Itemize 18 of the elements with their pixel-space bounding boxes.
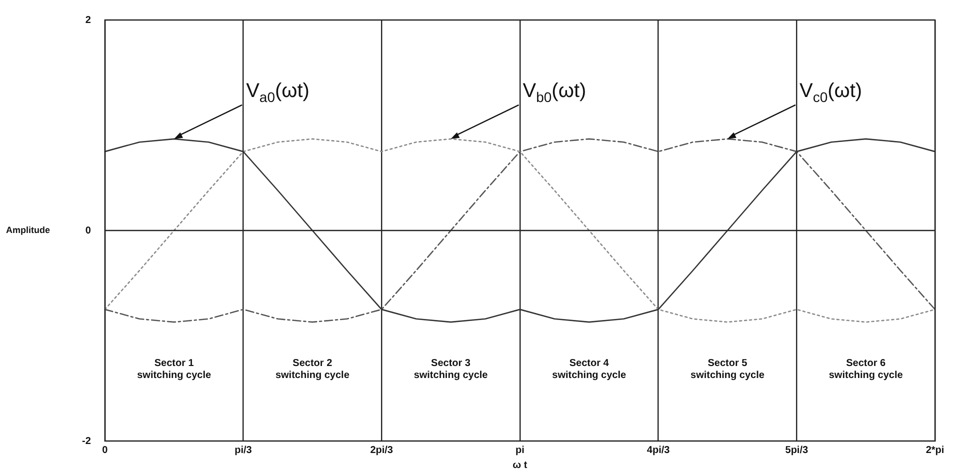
annotation: Sector 4 switching cycle bbox=[552, 358, 627, 382]
x-tick-label: pi bbox=[516, 444, 525, 456]
annotation: Sector 6 switching cycle bbox=[828, 358, 904, 382]
y-tick-label: 2 bbox=[85, 14, 92, 26]
annotation: Sector 5 switching cycle bbox=[690, 358, 765, 382]
y-tick-label: 0 bbox=[85, 225, 92, 236]
x-tick-label: 2*pi bbox=[926, 444, 944, 456]
x-tick-label: 4pi/3 bbox=[646, 444, 670, 456]
annotation: Sector 2 switching cycle bbox=[275, 358, 350, 382]
x-axis-title: ω t bbox=[512, 460, 528, 471]
annotation: Sector 1 switching cycle bbox=[137, 358, 212, 382]
y-tick-label: -2 bbox=[82, 436, 92, 447]
x-tick-label: 5pi/3 bbox=[785, 444, 808, 456]
x-tick-label: 2pi/3 bbox=[370, 444, 394, 456]
y-axis-title: Amplitude bbox=[6, 224, 50, 235]
annotation: Sector 3 switching cycle bbox=[414, 358, 488, 382]
x-tick-label: 0 bbox=[102, 444, 108, 456]
x-tick-label: pi/3 bbox=[234, 444, 252, 456]
